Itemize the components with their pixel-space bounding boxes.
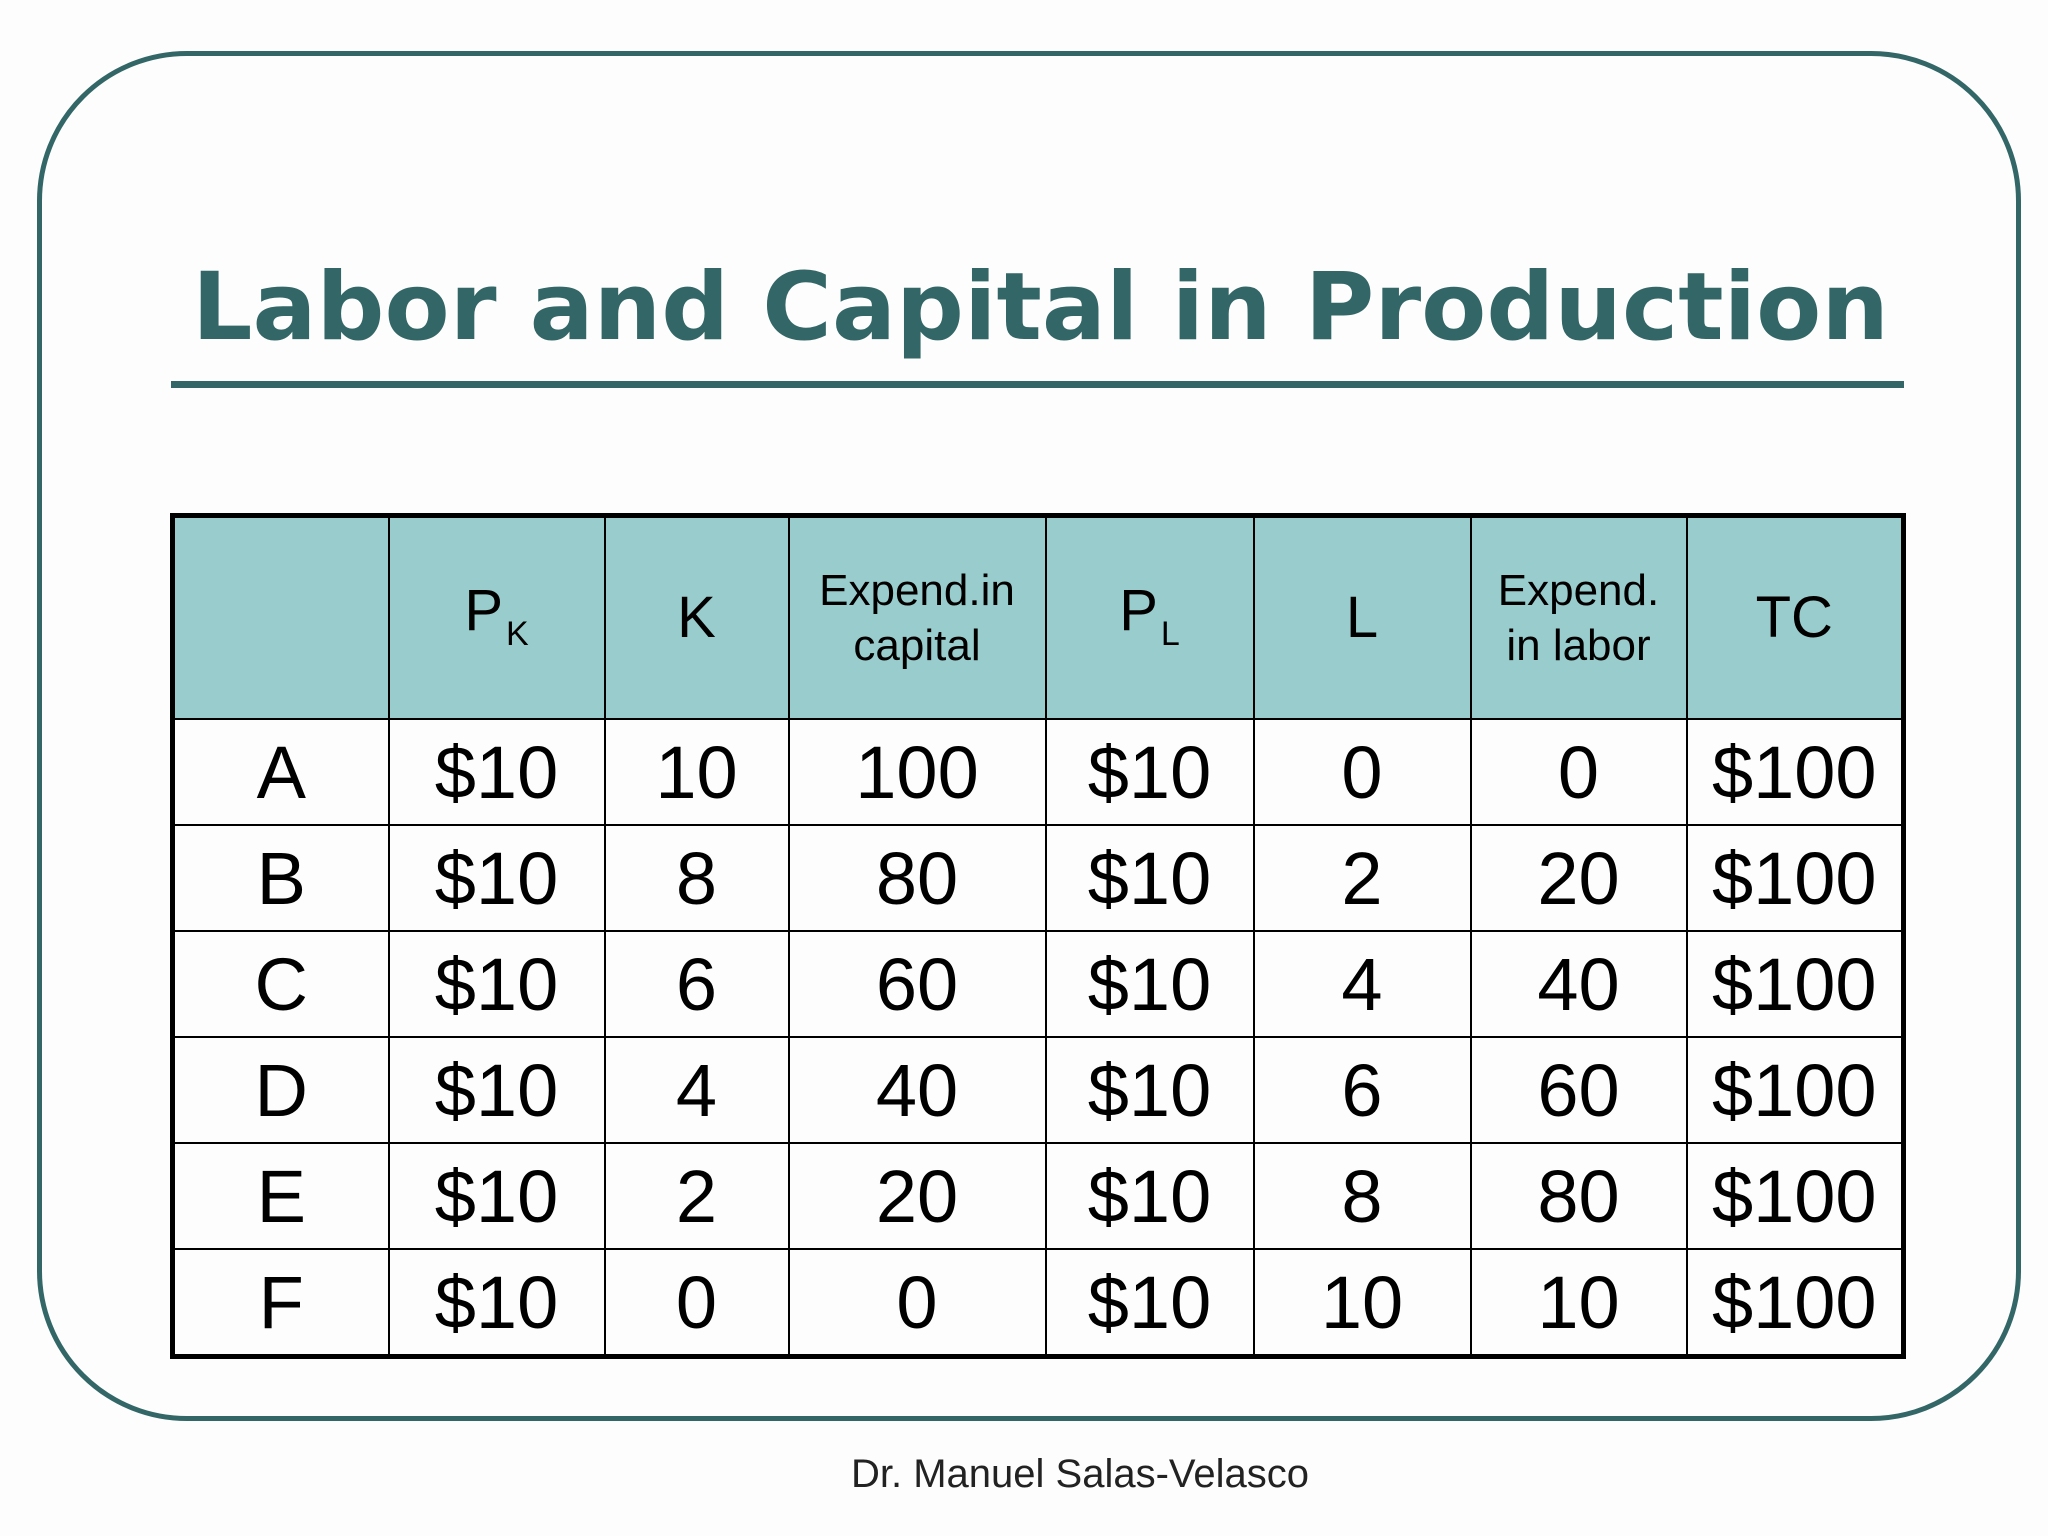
price-capital-cell: $10: [387, 824, 606, 932]
price-labor-cell: $10: [1044, 1248, 1255, 1358]
labor-cell: 4: [1252, 930, 1472, 1038]
expend-capital-cell: 100: [787, 718, 1047, 826]
header-pl-main: P: [1119, 577, 1158, 643]
expend-capital-cell: 80: [787, 824, 1047, 932]
price-capital-cell: $10: [387, 930, 606, 1038]
expend-labor-cell: 10: [1469, 1248, 1688, 1358]
total-cost-cell: $100: [1685, 1248, 1905, 1358]
expend-capital-cell: 0: [787, 1248, 1047, 1358]
price-capital-cell: $10: [387, 1036, 606, 1144]
price-capital-cell: $10: [387, 1248, 606, 1358]
footer-author: Dr. Manuel Salas-Velasco: [850, 1452, 1309, 1496]
table-row: A $10 10 100 $10 0 0 $100: [171, 718, 1905, 826]
row-label-cell: D: [171, 1036, 390, 1144]
header-pk: PK: [387, 514, 606, 720]
total-cost-cell: $100: [1685, 930, 1905, 1038]
header-l: L: [1252, 514, 1472, 720]
header-expend-capital: Expend.in capital: [787, 514, 1047, 720]
expend-labor-cell: 0: [1469, 718, 1688, 826]
header-expend-labor: Expend. in labor: [1469, 514, 1688, 720]
price-labor-cell: $10: [1044, 1036, 1255, 1144]
row-label-cell: C: [171, 930, 390, 1038]
expend-labor-cell: 60: [1469, 1036, 1688, 1144]
price-capital-cell: $10: [387, 718, 606, 826]
header-k-label: K: [677, 585, 716, 650]
price-labor-cell: $10: [1044, 930, 1255, 1038]
capital-cell: 0: [603, 1248, 790, 1358]
expend-labor-cell: 80: [1469, 1142, 1688, 1250]
table-header-row: PK K Expend.in capital PL L Expend. in l: [171, 514, 1905, 720]
table-row: B $10 8 80 $10 2 20 $100: [171, 824, 1905, 932]
expend-capital-cell: 60: [787, 930, 1047, 1038]
production-table: PK K Expend.in capital PL L Expend. in l: [170, 513, 1906, 1359]
row-label-cell: F: [171, 1248, 390, 1358]
header-pk-main: P: [464, 577, 503, 643]
total-cost-cell: $100: [1685, 1036, 1905, 1144]
header-tc: TC: [1685, 514, 1905, 720]
expend-capital-cell: 40: [787, 1036, 1047, 1144]
labor-cell: 10: [1252, 1248, 1472, 1358]
header-blank: [171, 514, 390, 720]
price-labor-cell: $10: [1044, 1142, 1255, 1250]
header-k: K: [603, 514, 790, 720]
total-cost-cell: $100: [1685, 824, 1905, 932]
header-pl-sub: L: [1160, 615, 1180, 654]
header-expend-labor-line1: Expend.: [1497, 566, 1660, 615]
header-expend-capital-line2: capital: [853, 621, 981, 670]
labor-cell: 8: [1252, 1142, 1472, 1250]
row-label-cell: B: [171, 824, 390, 932]
row-label-cell: E: [171, 1142, 390, 1250]
capital-cell: 2: [603, 1142, 790, 1250]
header-expend-labor-line2: in labor: [1506, 621, 1651, 670]
header-pl: PL: [1044, 514, 1255, 720]
table-row: D $10 4 40 $10 6 60 $100: [171, 1036, 1905, 1144]
header-l-label: L: [1345, 585, 1379, 650]
labor-cell: 6: [1252, 1036, 1472, 1144]
total-cost-cell: $100: [1685, 718, 1905, 826]
table-row: F $10 0 0 $10 10 10 $100: [171, 1248, 1905, 1358]
header-pk-sub: K: [506, 615, 529, 654]
total-cost-cell: $100: [1685, 1142, 1905, 1250]
capital-cell: 8: [603, 824, 790, 932]
capital-cell: 4: [603, 1036, 790, 1144]
header-expend-capital-line1: Expend.in: [819, 566, 1015, 615]
capital-cell: 10: [603, 718, 790, 826]
title-underline: [171, 381, 1904, 388]
header-tc-label: TC: [1755, 585, 1833, 650]
expend-labor-cell: 20: [1469, 824, 1688, 932]
price-capital-cell: $10: [387, 1142, 606, 1250]
row-label-cell: A: [171, 718, 390, 826]
labor-cell: 2: [1252, 824, 1472, 932]
capital-cell: 6: [603, 930, 790, 1038]
expend-labor-cell: 40: [1469, 930, 1688, 1038]
slide-title: Labor and Capital in Production: [192, 253, 1889, 362]
slide-frame: [37, 51, 2021, 1421]
expend-capital-cell: 20: [787, 1142, 1047, 1250]
labor-cell: 0: [1252, 718, 1472, 826]
price-labor-cell: $10: [1044, 824, 1255, 932]
price-labor-cell: $10: [1044, 718, 1255, 826]
table-row: E $10 2 20 $10 8 80 $100: [171, 1142, 1905, 1250]
table-row: C $10 6 60 $10 4 40 $100: [171, 930, 1905, 1038]
